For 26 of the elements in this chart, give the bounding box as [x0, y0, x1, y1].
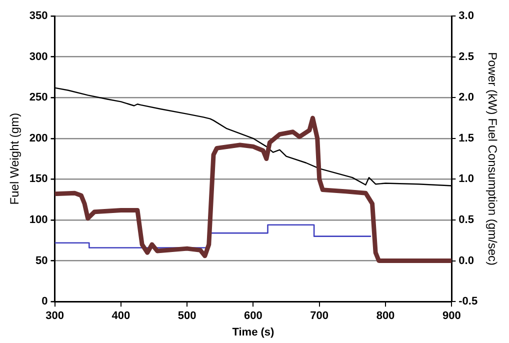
y2-tick-label: 0.5: [458, 214, 474, 226]
y2-axis-title: Power (kW) Fuel Consumption (gm/sec): [485, 52, 500, 266]
y-axis-title: Fuel Weight (gm): [8, 112, 22, 205]
y2-tick-label: 0.0: [458, 254, 474, 267]
x-tick-label: 800: [376, 310, 395, 322]
y2-tick-label: -0.5: [458, 296, 478, 308]
x-tick-label: 900: [442, 310, 461, 322]
y-tick-label: 0: [42, 296, 48, 308]
x-tick-label: 500: [178, 310, 196, 322]
x-tick-label: 600: [244, 310, 262, 322]
y2-tick-label: 1.5: [458, 132, 474, 144]
x-tick-label: 300: [46, 310, 64, 322]
y2-tick-label: 2.5: [458, 50, 474, 63]
y-tick-label: 300: [29, 50, 48, 63]
x-tick-label: 400: [112, 310, 130, 322]
y-tick-label: 100: [29, 214, 48, 226]
y2-tick-label: 2.0: [458, 92, 474, 104]
x-tick-label: 700: [310, 310, 329, 322]
y-tick-label: 250: [29, 92, 48, 104]
y-tick-label: 50: [36, 254, 48, 267]
y2-tick-label: 1.0: [458, 173, 474, 186]
y-tick-label: 150: [29, 173, 48, 186]
y2-tick-label: 3.0: [458, 10, 474, 22]
y-tick-label: 200: [29, 132, 48, 144]
y-tick-label: 350: [29, 10, 48, 22]
x-axis-title: Time (s): [232, 326, 275, 338]
